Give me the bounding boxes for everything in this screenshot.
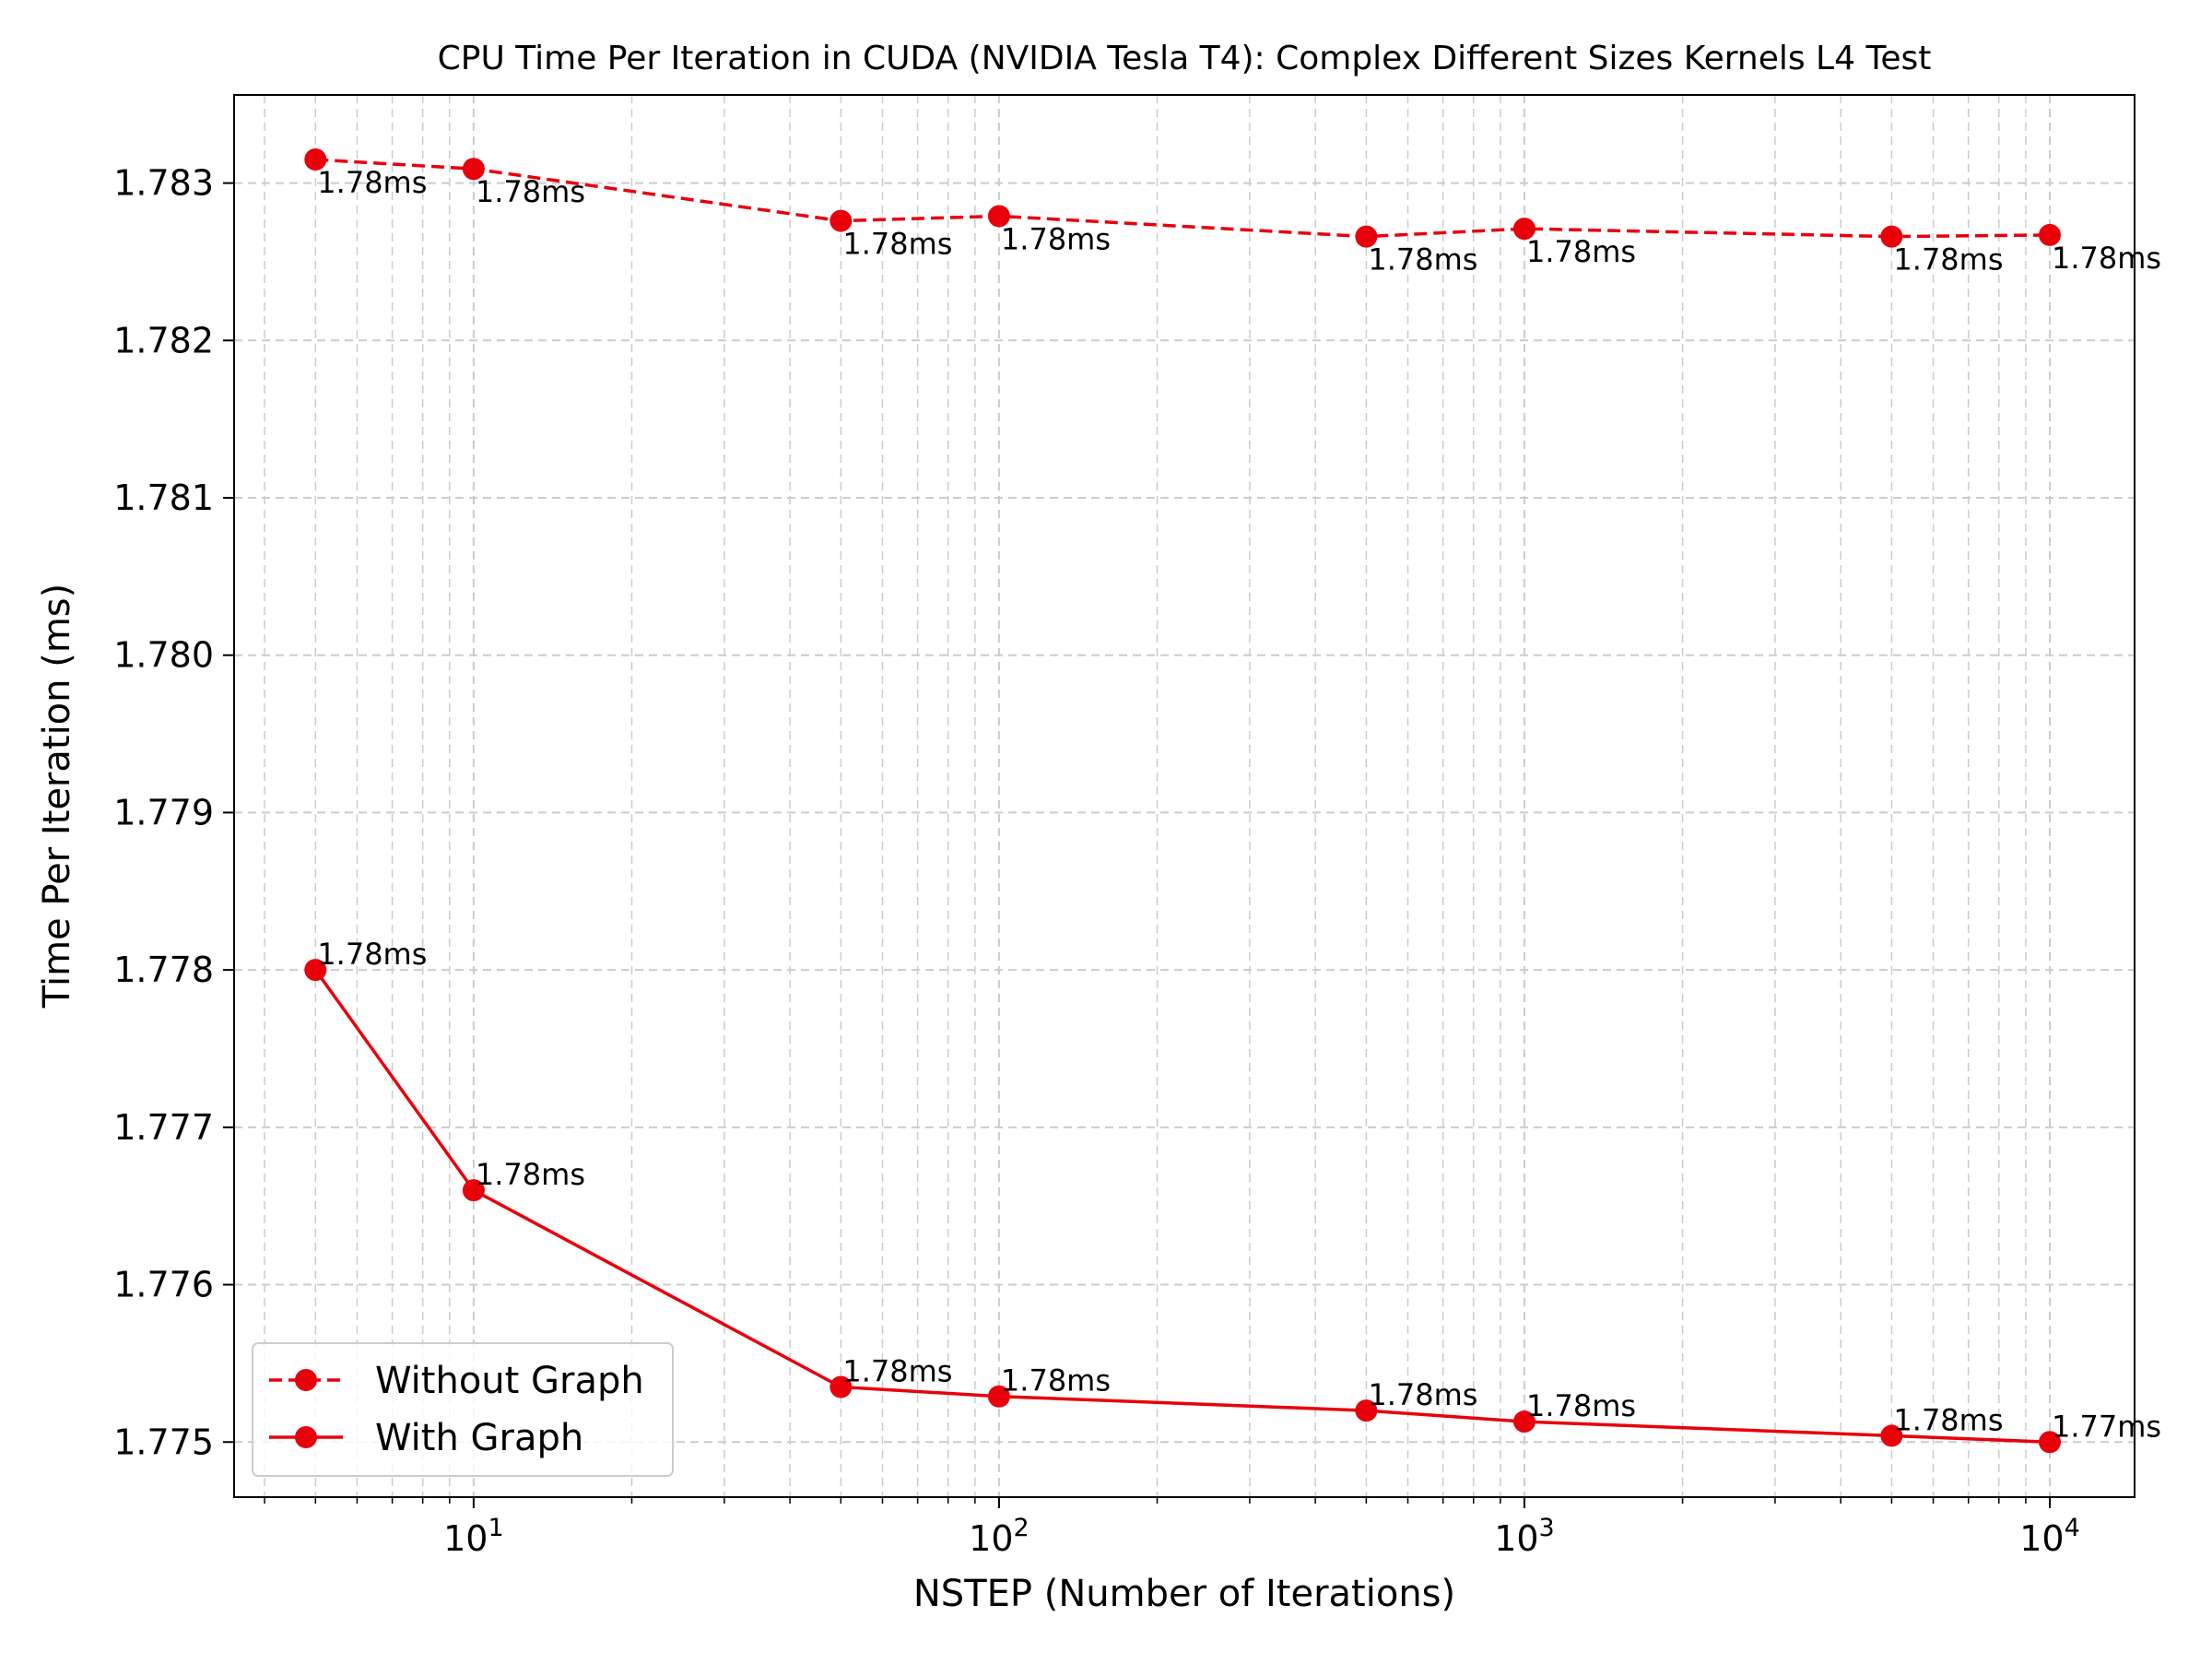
y-tick-label: 1.782 [113,320,214,360]
y-tick-label: 1.780 [113,635,214,676]
data-point-without-graph [304,148,327,171]
legend-entry-without-graph: Without Graph [269,1360,644,1402]
plot-frame [233,94,2136,1498]
legend-frame [252,1342,674,1477]
data-point-with-graph [1512,1410,1535,1434]
y-tick-label: 1.777 [113,1107,214,1148]
series-line-without-graph [315,158,2051,239]
x-tick-label: 104 [2019,1514,2080,1559]
data-label-with-graph: 1.78ms [1893,1402,2003,1437]
data-label-with-graph: 1.78ms [1001,1363,1111,1398]
legend: Without Graph With Graph [252,1342,674,1477]
data-label-without-graph: 1.78ms [476,174,585,209]
x-axis-ticks: 101 102 103 104 [264,1497,2080,1559]
series-layer: 1.78ms 1.78ms 1.78ms 1.78ms 1.78ms 1.78ms 1.78… [304,148,2161,1454]
data-point-with-graph [304,959,327,982]
data-label-without-graph: 1.78ms [1893,242,2003,277]
data-label-without-graph: 1.78ms [1001,221,1111,256]
y-tick-label: 1.781 [113,478,214,518]
data-point-without-graph [830,209,853,232]
x-axis-label: NSTEP (Number of Iterations) [913,1573,1455,1615]
data-label-without-graph: 1.78ms [1526,234,1636,269]
data-point-with-graph [830,1375,853,1398]
data-label-without-graph: 1.78ms [842,227,952,262]
legend-entry-with-graph: With Graph [269,1417,583,1459]
legend-swatch-marker-without-graph [295,1369,317,1391]
data-label-without-graph: 1.78ms [317,165,427,200]
series-line-with-graph [313,969,2051,1445]
legend-swatch-marker-with-graph [295,1426,317,1448]
y-tick-label: 1.775 [113,1422,214,1462]
data-label-with-graph: 1.78ms [1368,1377,1477,1412]
data-point-without-graph [462,158,485,181]
data-point-with-graph [987,1385,1010,1408]
data-label-without-graph: 1.78ms [1368,242,1477,277]
data-label-with-graph: 1.78ms [476,1157,585,1192]
y-tick-label: 1.778 [113,950,214,990]
data-point-with-graph [1355,1399,1378,1422]
data-label-with-graph: 1.77ms [2052,1409,2161,1444]
data-point-with-graph [462,1179,485,1202]
data-point-without-graph [1512,218,1535,241]
data-point-without-graph [1355,225,1378,248]
y-tick-label: 1.776 [113,1265,214,1305]
y-axis-ticks: 1.775 1.776 1.777 1.778 1.779 1.780 1.781 1.782… [113,163,234,1462]
data-label-with-graph: 1.78ms [842,1354,952,1389]
minor-gridlines [264,95,2027,1497]
chart-title: CPU Time Per Iteration in CUDA (NVIDIA T… [438,40,1932,77]
data-label-with-graph: 1.78ms [1526,1388,1636,1423]
data-point-with-graph [2039,1431,2062,1454]
major-gridlines [234,95,2135,1497]
legend-label-without-graph: Without Graph [375,1360,644,1402]
y-tick-label: 1.779 [113,792,214,832]
data-point-without-graph [1880,225,1903,248]
data-label-without-graph: 1.78ms [2052,241,2161,276]
x-tick-label: 103 [1494,1514,1555,1559]
data-label-with-graph: 1.78ms [317,937,427,972]
data-point-without-graph [2039,223,2062,246]
y-tick-label: 1.783 [113,163,214,204]
x-tick-label: 102 [969,1514,1030,1559]
y-axis-label: Time Per Iteration (ms) [36,584,78,1009]
data-point-with-graph [1880,1424,1903,1447]
legend-label-with-graph: With Graph [375,1417,583,1459]
x-tick-label: 101 [443,1514,504,1559]
data-point-without-graph [987,205,1010,228]
